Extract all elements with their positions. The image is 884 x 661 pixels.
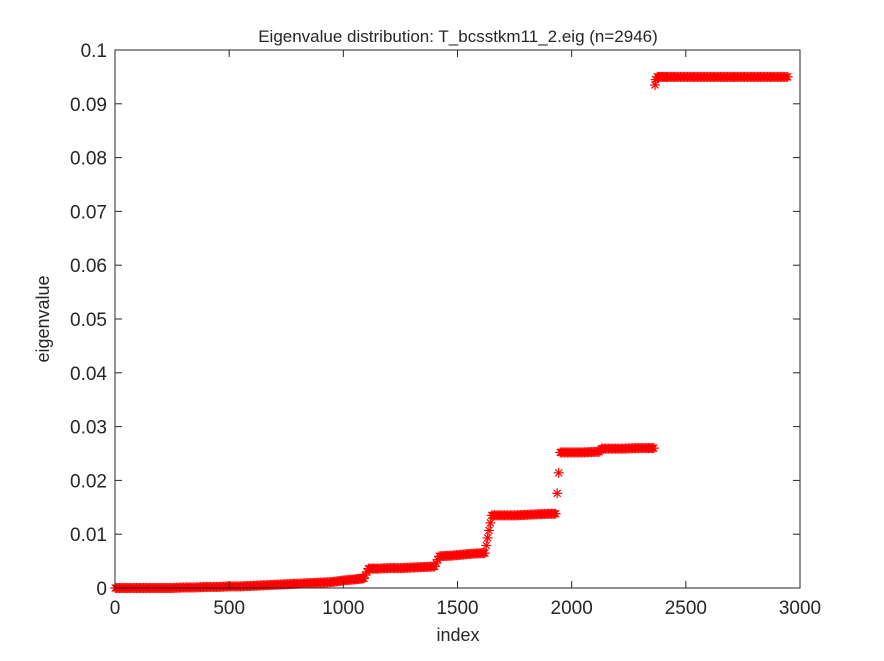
data-point <box>360 570 371 581</box>
y-tick-label: 0.06 <box>70 256 107 277</box>
x-tick-label: 3000 <box>779 598 821 619</box>
x-tick-label: 1000 <box>322 598 364 619</box>
x-axis: 0 500 1000 1500 2000 2500 3000 <box>110 50 821 619</box>
y-tick-label: 0 <box>96 579 107 600</box>
y-tick-label: 0.01 <box>70 525 107 546</box>
y-tick-label: 0.03 <box>70 418 107 439</box>
data-markers <box>110 71 793 593</box>
chart-title: Eigenvalue distribution: T_bcsstkm11_2.e… <box>258 27 658 46</box>
x-tick-label: 500 <box>213 598 245 619</box>
x-axis-label: index <box>436 625 479 645</box>
y-tick-label: 0.04 <box>70 364 107 385</box>
data-point <box>553 467 564 478</box>
x-tick-label: 2500 <box>665 598 707 619</box>
data-point <box>781 71 792 82</box>
x-tick-label: 2000 <box>551 598 593 619</box>
data-point <box>647 443 658 454</box>
data-point <box>552 488 563 499</box>
y-tick-label: 0.07 <box>70 202 107 223</box>
x-tick-label: 1500 <box>436 598 478 619</box>
y-tick-label: 0.1 <box>81 41 107 62</box>
data-point <box>478 548 489 559</box>
x-tick-label: 0 <box>110 598 121 619</box>
y-tick-label: 0.02 <box>70 471 107 492</box>
data-point <box>549 508 560 519</box>
data-point <box>485 517 496 528</box>
y-axis-label: eigenvalue <box>33 275 53 362</box>
data-point <box>484 525 495 536</box>
y-tick-label: 0.05 <box>70 310 107 331</box>
data-point <box>481 540 492 551</box>
y-tick-label: 0.08 <box>70 149 107 170</box>
data-point <box>482 532 493 543</box>
y-axis: 0 0.01 0.02 0.03 0.04 0.05 0.06 0.07 0.08 0.09 0.1 <box>70 41 800 600</box>
y-tick-label: 0.09 <box>70 95 107 116</box>
